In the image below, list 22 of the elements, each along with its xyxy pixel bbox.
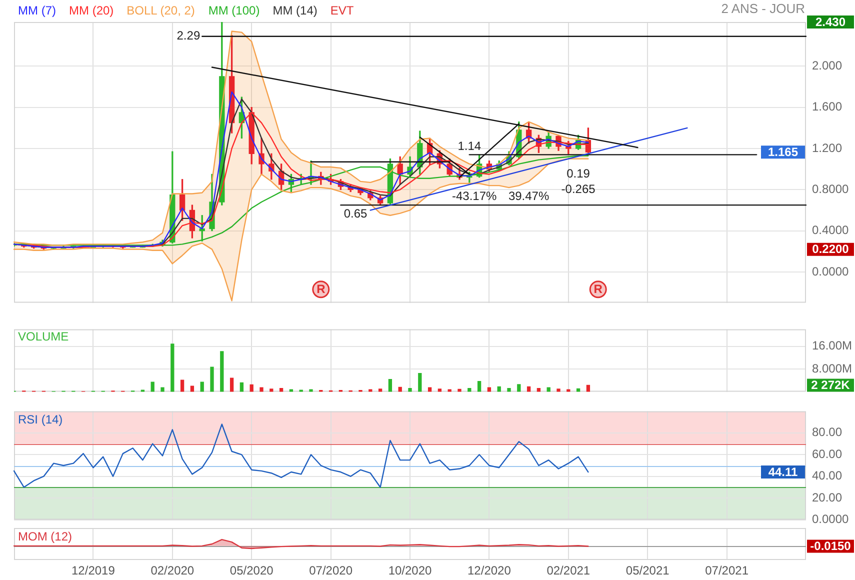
y-tick-label: 0.0000	[812, 512, 850, 526]
text: VOLUME	[18, 330, 69, 344]
y-tick-label: 40.00	[812, 468, 842, 483]
text: 2 272K	[811, 378, 850, 392]
text: -0.0150	[810, 539, 852, 554]
x-tick-label: 12/2020	[468, 564, 512, 578]
y-tick-label: 20.00	[812, 490, 842, 504]
x-tick-label: 07/2021	[705, 564, 749, 578]
y-tick-label: 80.00	[812, 425, 842, 440]
annotation: 44.11	[768, 464, 798, 479]
x-tick-label: 02/2020	[150, 564, 194, 578]
y-tick-label: 8.000M	[812, 361, 852, 376]
y-tick-label: 16.00M	[812, 338, 852, 353]
x-tick-label: 07/2020	[309, 564, 353, 578]
text: RSI (14)	[18, 412, 63, 427]
x-tick-label: 05/2020	[230, 564, 274, 578]
y-tick-label: 60.00	[812, 446, 842, 461]
x-tick-label: 02/2021	[546, 564, 590, 578]
x-tick-label: 05/2021	[626, 564, 670, 578]
x-tick-label: 12/2019	[72, 564, 116, 578]
x-tick-label: 10/2020	[388, 564, 432, 578]
series-label: MOM (12)	[18, 529, 72, 544]
